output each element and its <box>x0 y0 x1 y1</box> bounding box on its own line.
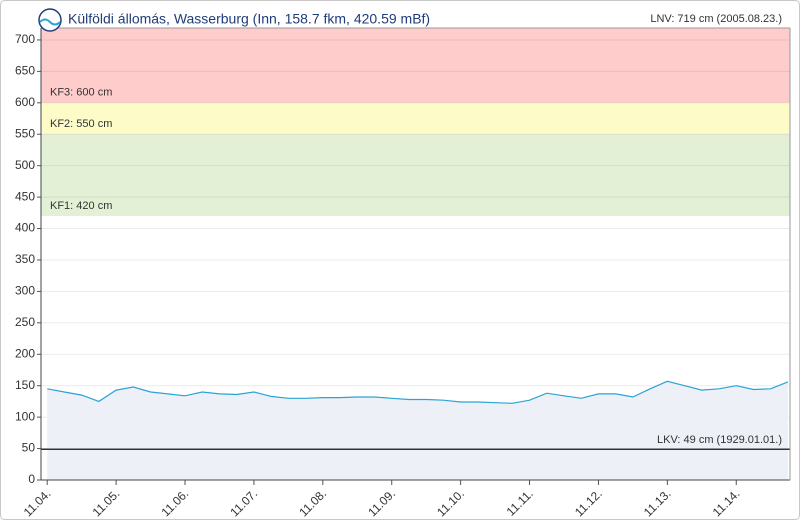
y-tick-label: 400 <box>15 221 35 235</box>
y-tick-label: 650 <box>15 64 35 78</box>
y-tick-label: 50 <box>22 441 36 455</box>
y-tick-label: 350 <box>15 252 35 266</box>
logo <box>38 8 62 32</box>
lnv-label: LNV: 719 cm (2005.08.23.) <box>650 13 782 25</box>
y-tick-label: 100 <box>15 409 35 423</box>
threshold-band <box>41 28 790 103</box>
threshold-band <box>41 134 790 216</box>
band-label: KF2: 550 cm <box>50 118 112 130</box>
y-tick-label: 0 <box>28 472 35 486</box>
line <box>47 380 789 404</box>
y-tick-label: 450 <box>15 189 35 203</box>
y-tick-label: 250 <box>15 315 35 329</box>
y-tick-label: 150 <box>15 378 35 392</box>
band-label: KF1: 420 cm <box>50 200 112 212</box>
y-tick-label: 200 <box>15 346 35 360</box>
y-tick-label: 700 <box>15 32 35 46</box>
y-tick-label: 600 <box>15 95 35 109</box>
area <box>47 381 788 480</box>
band-label: KF3: 600 cm <box>50 87 112 99</box>
y-tick-label: 500 <box>15 158 35 172</box>
chart-title: Külföldi állomás, Wasserburg (Inn, 158.7… <box>68 11 430 27</box>
plot-area: 0 50 100 150 200 250 300 350 400 450 500 550 600 650 7… <box>15 13 791 519</box>
y-tick-label: 550 <box>15 126 35 140</box>
lkv-label: LKV: 49 cm (1929.01.01.) <box>657 434 782 446</box>
y-tick-label: 300 <box>15 284 35 298</box>
threshold-band <box>41 102 790 135</box>
